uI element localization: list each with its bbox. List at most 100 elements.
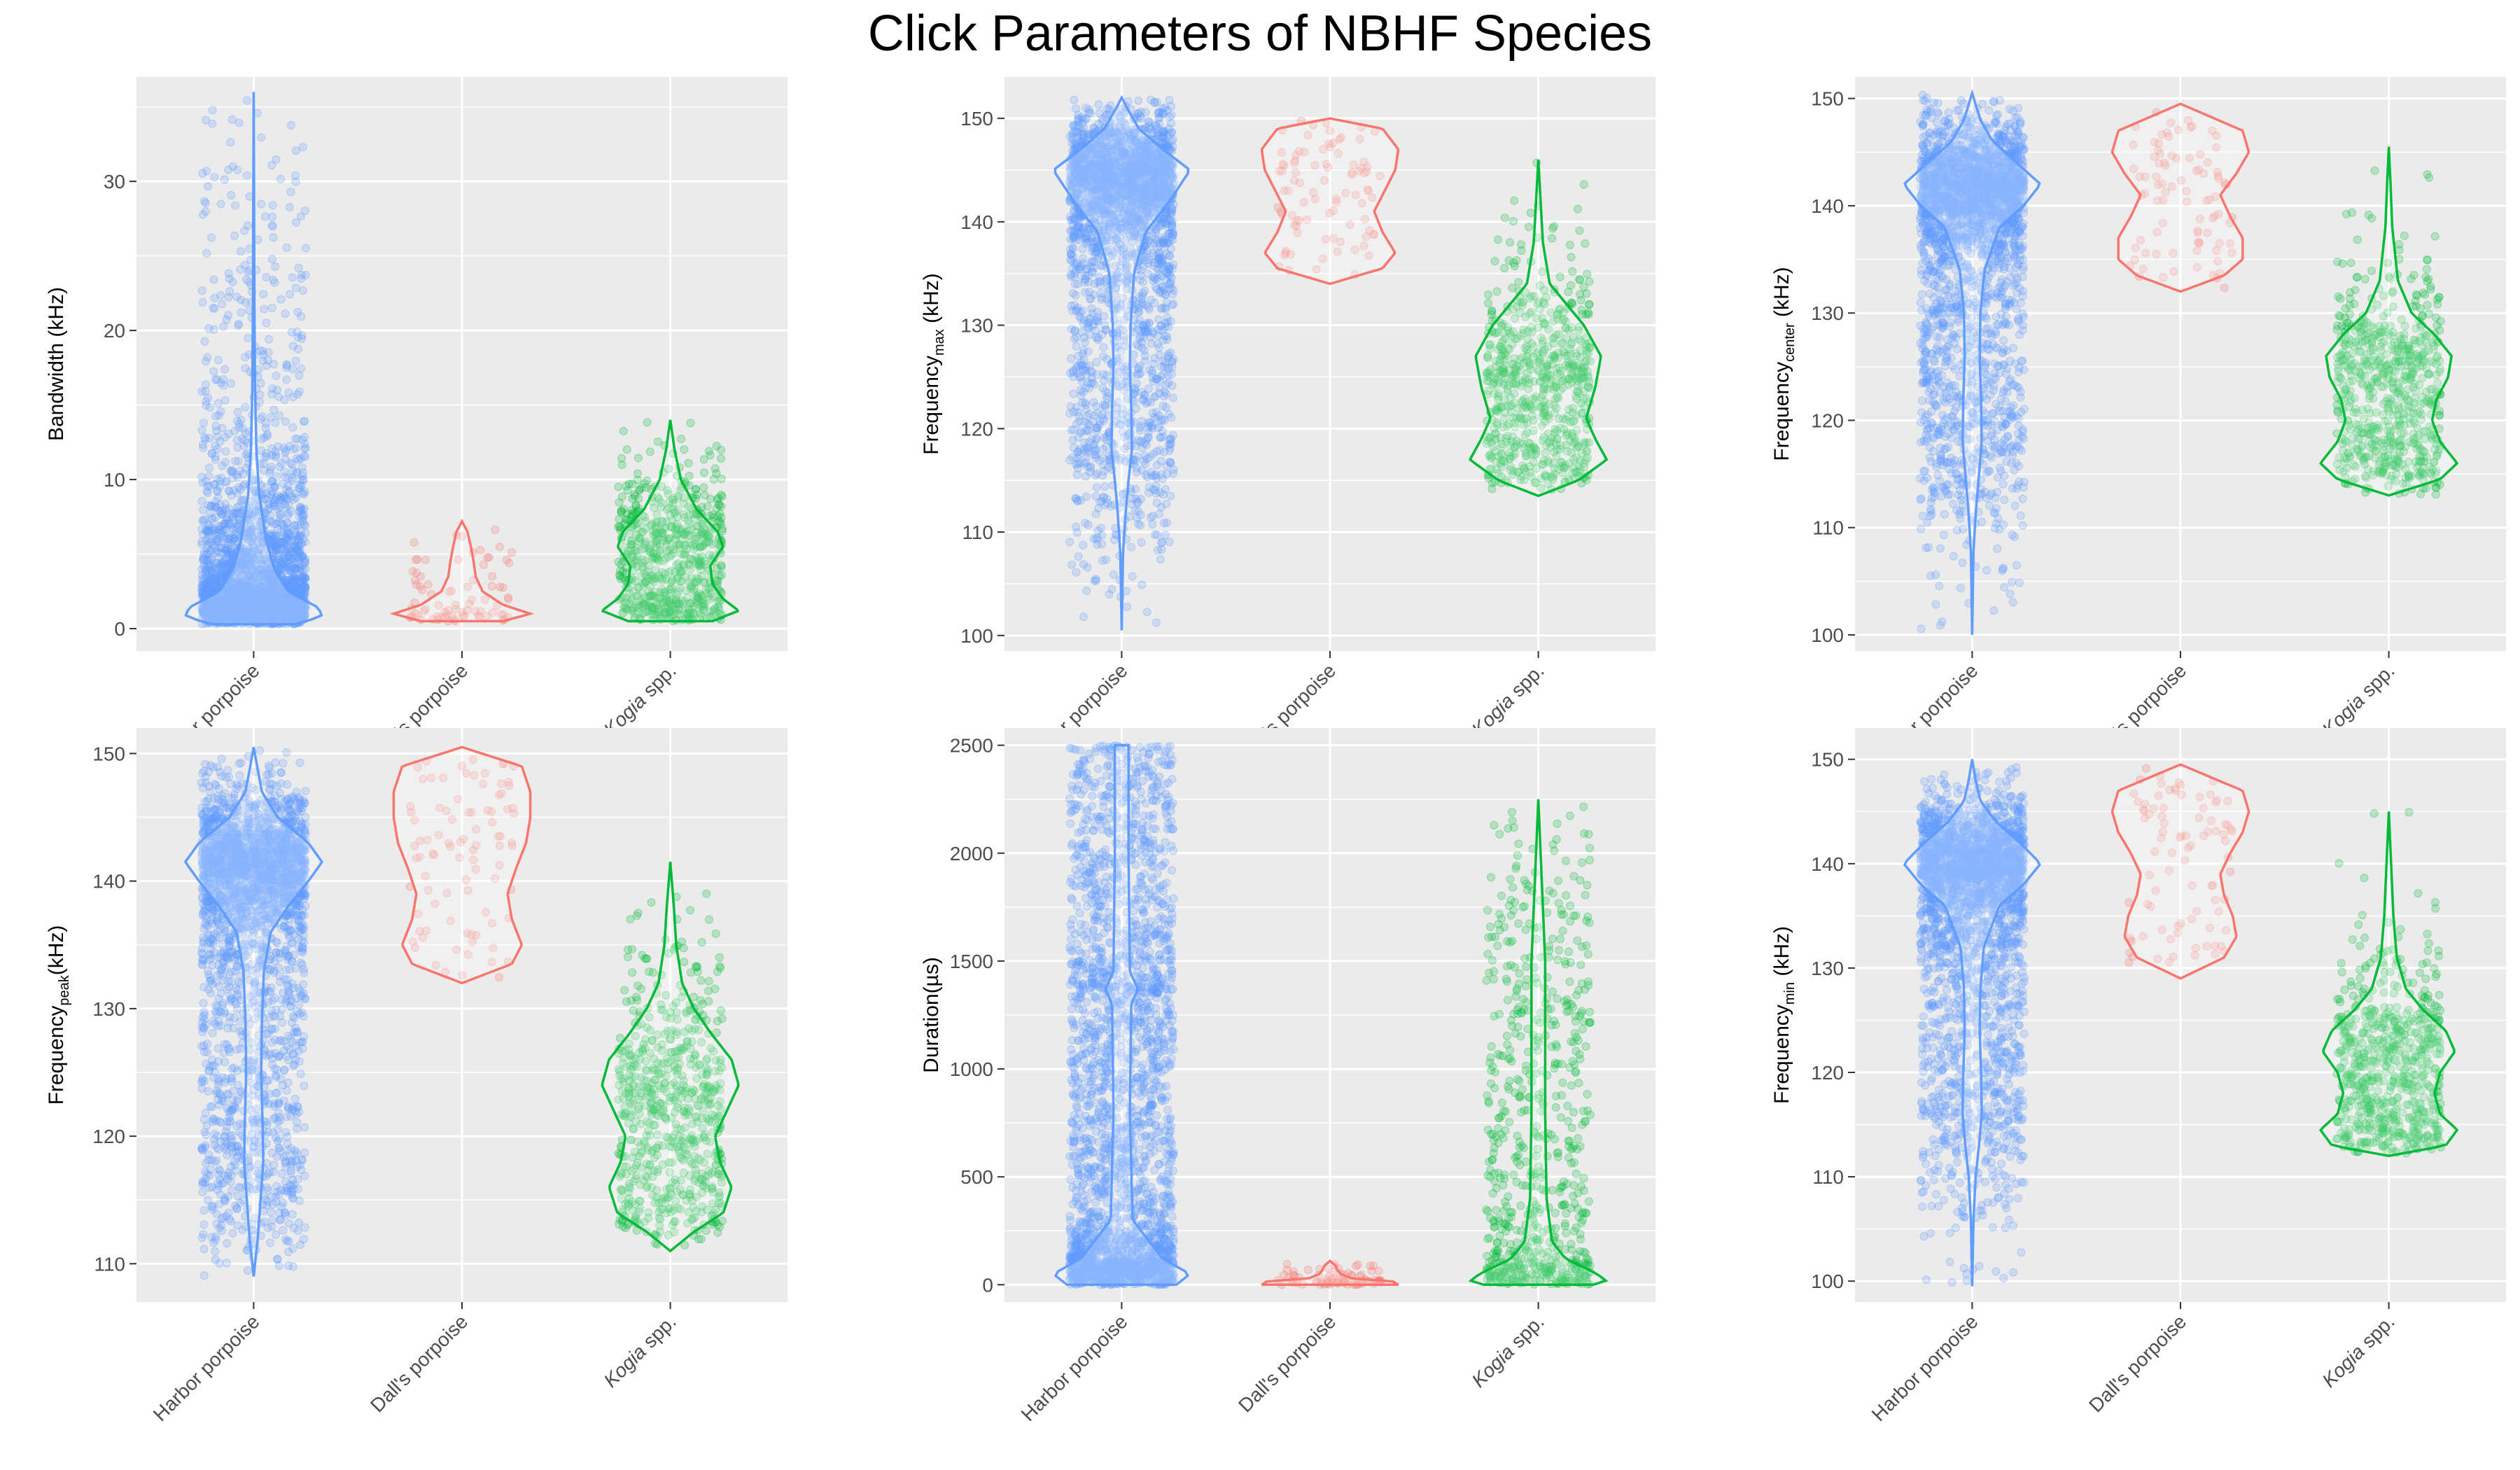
data-point xyxy=(1142,608,1152,617)
data-point xyxy=(622,445,631,454)
data-point xyxy=(297,312,306,321)
data-point xyxy=(502,556,511,564)
data-point xyxy=(207,233,216,242)
data-point xyxy=(487,582,496,591)
data-point xyxy=(241,610,250,620)
data-point xyxy=(207,449,216,458)
data-point xyxy=(298,286,307,295)
data-point xyxy=(197,496,206,505)
data-point xyxy=(203,556,212,565)
data-point xyxy=(617,454,626,463)
data-point xyxy=(282,243,291,252)
data-point xyxy=(288,606,297,615)
data-point xyxy=(202,544,211,553)
data-point xyxy=(684,458,693,468)
data-point xyxy=(241,364,250,373)
data-point xyxy=(1137,538,1146,547)
data-point xyxy=(288,365,298,374)
data-point xyxy=(204,182,213,191)
data-point xyxy=(257,200,266,209)
data-point xyxy=(279,557,287,566)
data-point xyxy=(198,298,207,307)
data-point xyxy=(1152,447,1161,456)
data-point xyxy=(412,555,420,564)
data-point xyxy=(220,458,230,467)
data-point xyxy=(222,477,231,486)
data-point xyxy=(1073,470,1082,479)
data-point xyxy=(265,335,274,344)
data-point xyxy=(295,387,304,396)
data-point xyxy=(267,477,276,486)
data-point xyxy=(483,553,492,562)
jitter-points xyxy=(197,96,310,629)
data-point xyxy=(266,596,275,604)
data-point xyxy=(248,524,257,533)
data-point xyxy=(231,516,240,525)
data-point xyxy=(257,446,266,455)
data-point xyxy=(244,333,253,342)
data-point xyxy=(237,576,246,585)
data-point xyxy=(257,581,266,590)
data-point xyxy=(223,589,232,598)
data-point xyxy=(488,572,497,581)
data-point xyxy=(248,604,257,612)
data-point xyxy=(274,442,283,451)
data-point xyxy=(298,143,307,152)
data-point xyxy=(1069,426,1078,434)
data-point xyxy=(291,356,300,365)
data-point xyxy=(1100,482,1110,491)
data-point xyxy=(1168,393,1177,402)
data-point xyxy=(276,510,286,519)
data-point xyxy=(209,367,218,376)
data-point xyxy=(276,493,286,502)
data-point xyxy=(197,286,206,295)
data-point xyxy=(199,419,208,428)
data-point xyxy=(699,483,708,492)
data-point xyxy=(287,575,296,584)
data-point xyxy=(634,454,643,463)
y-tick-label: 140 xyxy=(960,211,993,233)
data-point xyxy=(214,553,223,562)
data-point xyxy=(227,379,235,388)
data-point xyxy=(202,612,211,622)
data-point xyxy=(300,603,309,612)
data-point xyxy=(300,440,309,449)
data-point xyxy=(258,346,267,356)
data-point xyxy=(421,556,430,565)
data-point xyxy=(293,307,302,316)
data-point xyxy=(300,451,309,461)
data-point xyxy=(268,212,276,221)
data-point xyxy=(285,290,294,299)
data-point xyxy=(614,482,623,491)
y-axis-title: Bandwidth (kHz) xyxy=(45,287,68,441)
data-point xyxy=(202,115,211,125)
data-point xyxy=(1107,584,1116,594)
data-point xyxy=(281,309,290,318)
data-point xyxy=(624,479,634,489)
data-point xyxy=(262,570,272,580)
y-tick-label: 20 xyxy=(104,320,125,342)
data-point xyxy=(298,468,307,477)
data-point xyxy=(219,613,228,622)
data-point xyxy=(246,527,255,536)
data-point xyxy=(1072,568,1081,577)
data-point xyxy=(617,507,626,515)
data-point xyxy=(225,287,234,296)
data-point xyxy=(284,500,293,510)
data-point xyxy=(685,472,694,480)
data-point xyxy=(491,525,500,534)
data-point xyxy=(292,614,301,623)
data-point xyxy=(260,212,270,221)
data-point xyxy=(288,423,298,432)
data-point xyxy=(298,611,307,620)
data-point xyxy=(202,606,210,615)
data-point xyxy=(279,551,288,560)
data-point xyxy=(614,557,623,566)
data-point xyxy=(1148,520,1157,528)
data-point xyxy=(260,433,269,442)
data-point xyxy=(220,499,230,508)
data-point xyxy=(295,548,304,557)
y-tick-label: 10 xyxy=(104,469,125,491)
data-point xyxy=(1091,576,1100,585)
